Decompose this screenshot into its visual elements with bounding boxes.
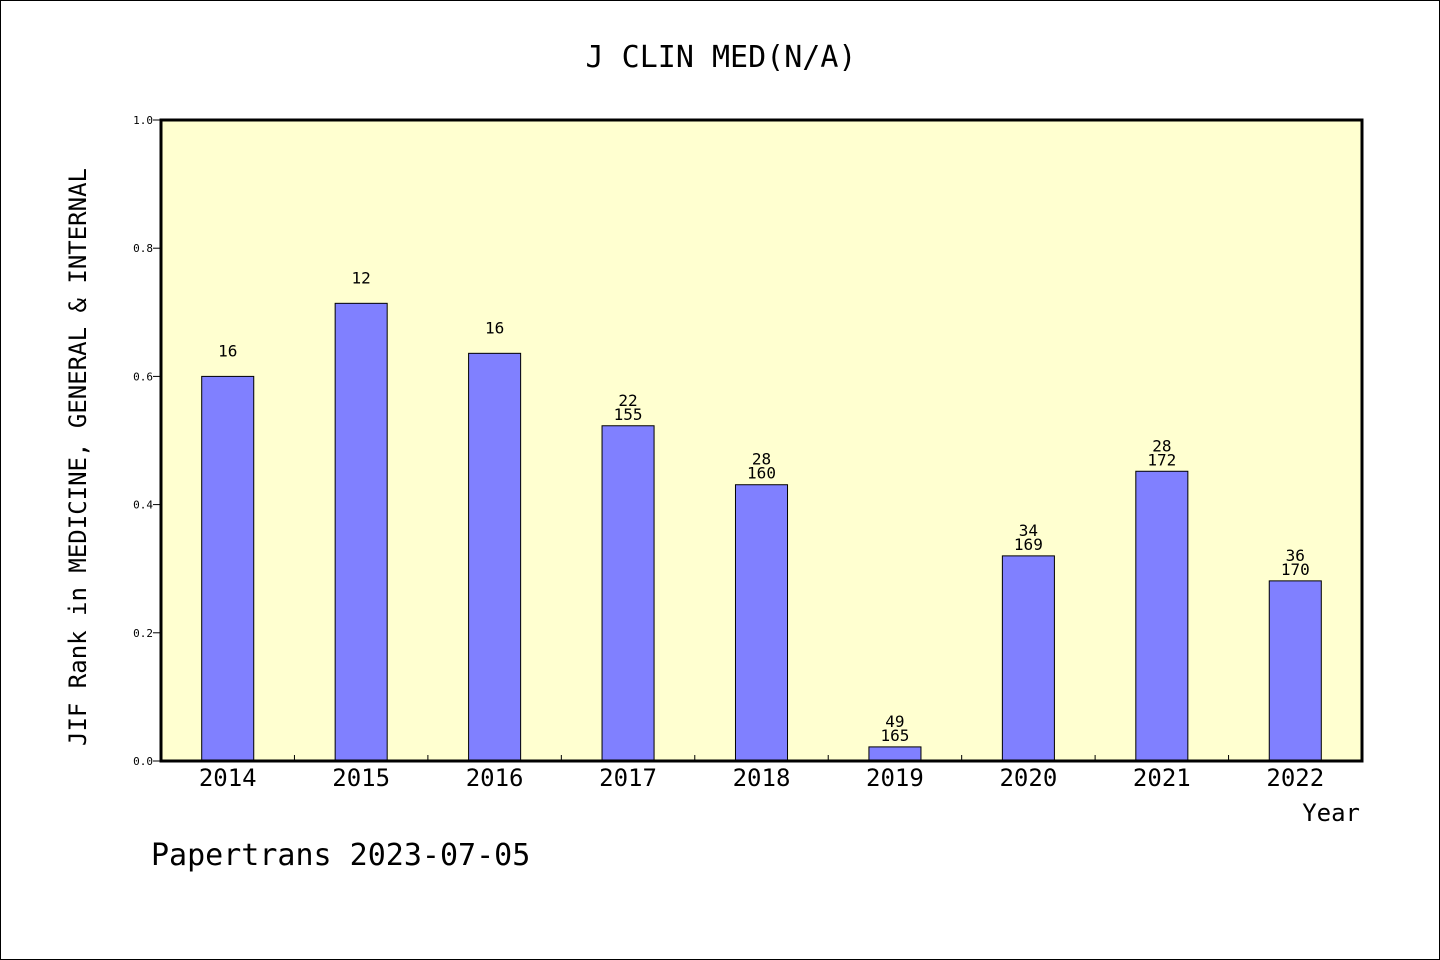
- bar-label-rank-2018: 28: [752, 450, 771, 469]
- footer-credit: Papertrans 2023-07-05: [151, 838, 530, 873]
- plot-border: [159, 118, 1364, 763]
- y-tick-label: 0.6: [133, 370, 153, 383]
- y-tick-label: 0.4: [133, 499, 153, 512]
- chart-title: J CLIN MED(N/A): [586, 40, 857, 75]
- bar-2021: [1135, 470, 1189, 762]
- x-tick-label-2015: 2015: [332, 764, 390, 792]
- bar-2016: [468, 352, 522, 762]
- x-tick-label-2022: 2022: [1266, 764, 1324, 792]
- bar-2017: [601, 425, 655, 762]
- bar-label-total-2017: 155: [614, 405, 643, 424]
- bar-label-rank-2016: 16: [485, 318, 504, 337]
- bar-label-rank-2017: 22: [618, 391, 637, 410]
- y-tick-label: 0.0: [133, 755, 153, 768]
- bar-label-rank-2019: 49: [885, 712, 904, 731]
- bar-2019: [868, 746, 922, 762]
- bar-label-rank-2015: 12: [352, 268, 371, 287]
- bars-layer: [201, 302, 1322, 762]
- bar-label-total-2022: 170: [1281, 560, 1310, 579]
- y-tick-label: 1.0: [133, 114, 153, 127]
- bar-label-total-2019: 165: [880, 726, 909, 745]
- y-axis: 0.0 0.2 0.4 0.6 0.8 1.0: [133, 114, 161, 768]
- y-axis-label: JIF Rank in MEDICINE, GENERAL & INTERNAL: [64, 168, 92, 746]
- x-axis-label: Year: [1302, 799, 1360, 827]
- bar-label-total-2018: 160: [747, 464, 776, 483]
- y-tick-label: 0.2: [133, 627, 153, 640]
- x-tick-label-2017: 2017: [599, 764, 657, 792]
- x-tick-label-2019: 2019: [866, 764, 924, 792]
- bar-label-rank-2022: 36: [1286, 546, 1305, 565]
- bar-2020: [1001, 555, 1055, 762]
- bar-label-total-2020: 169: [1014, 535, 1043, 554]
- bar-label-rank-2020: 34: [1019, 521, 1038, 540]
- x-axis: 2014 2015 2016 2017 2018 2019 2020 2021 2022: [199, 755, 1324, 792]
- bar-2022: [1268, 580, 1322, 762]
- bar-label-total-2021: 172: [1147, 450, 1176, 469]
- x-tick-label-2014: 2014: [199, 764, 257, 792]
- y-tick-label: 0.8: [133, 242, 153, 255]
- x-tick-label-2021: 2021: [1133, 764, 1191, 792]
- bar-label-rank-2021: 28: [1152, 436, 1171, 455]
- bar-2018: [734, 484, 789, 762]
- x-tick-label-2020: 2020: [999, 764, 1057, 792]
- bar-2014: [201, 375, 255, 762]
- bar-2015: [334, 302, 388, 762]
- bar-label-rank-2014: 16: [218, 341, 237, 360]
- x-tick-label-2016: 2016: [466, 764, 524, 792]
- x-tick-label-2018: 2018: [733, 764, 791, 792]
